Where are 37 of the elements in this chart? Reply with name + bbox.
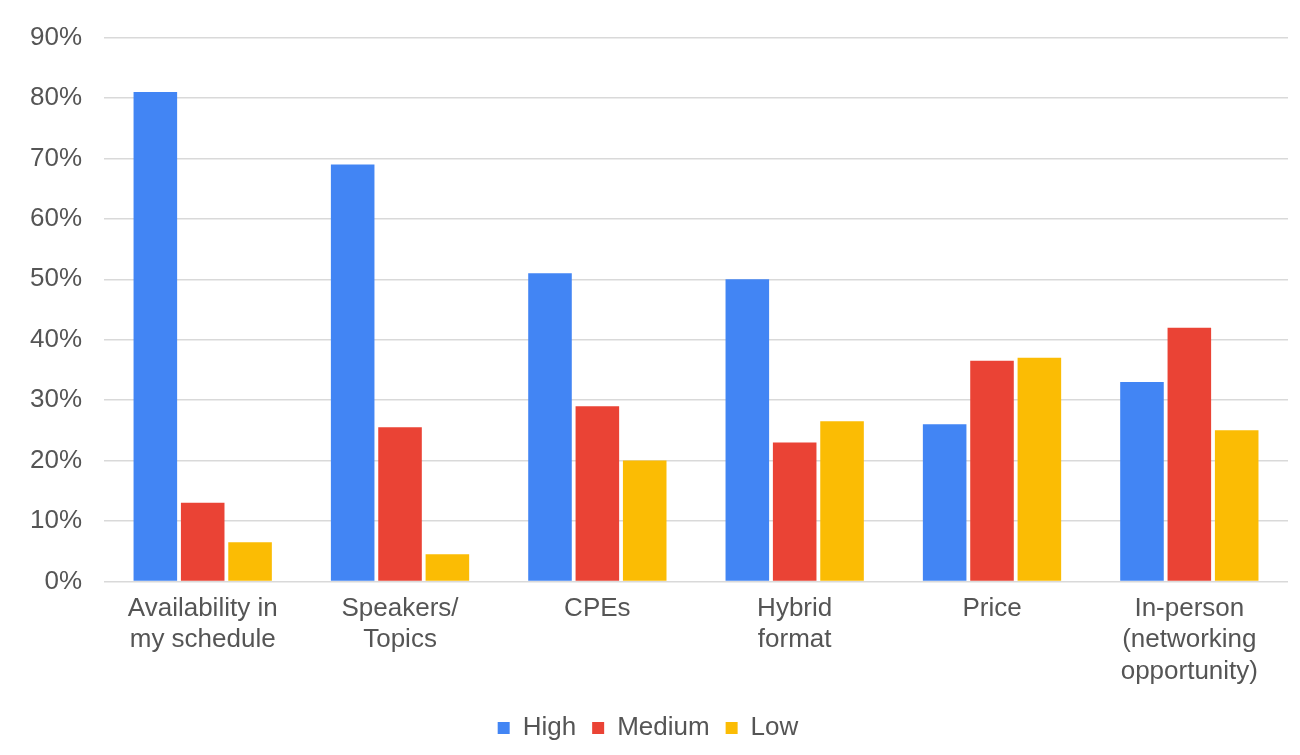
y-tick-label: 10% xyxy=(29,504,83,535)
bar xyxy=(425,554,470,581)
legend-label: Medium xyxy=(617,711,710,742)
legend-label: High xyxy=(522,711,577,742)
bar xyxy=(820,421,864,581)
y-tick-label: 0% xyxy=(44,564,83,595)
x-tick-label: Availability in my schedule xyxy=(127,592,278,654)
bar xyxy=(528,273,572,581)
bar xyxy=(575,406,620,581)
y-tick-label: 20% xyxy=(29,443,83,474)
y-tick-label: 30% xyxy=(29,383,83,414)
legend-label: Low xyxy=(750,711,799,742)
bar xyxy=(1214,430,1259,581)
x-tick-label: In-person (networking opportunity) xyxy=(1120,592,1258,685)
bar xyxy=(1167,327,1212,581)
bar xyxy=(922,424,967,581)
bar xyxy=(228,542,272,581)
bar xyxy=(1017,357,1062,581)
bar xyxy=(180,502,225,581)
y-tick-label: 80% xyxy=(29,81,83,112)
bar xyxy=(970,360,1014,581)
x-tick-label: Hybrid format xyxy=(757,592,833,654)
y-tick-label: 90% xyxy=(29,20,83,51)
y-tick-label: 40% xyxy=(29,322,83,353)
y-tick-label: 60% xyxy=(29,202,83,233)
bar xyxy=(622,460,667,581)
bar xyxy=(1120,382,1164,581)
bar xyxy=(378,427,422,581)
bar xyxy=(330,164,375,581)
x-tick-label: Speakers/ Topics xyxy=(341,592,460,654)
x-tick-label: CPEs xyxy=(564,592,631,623)
y-tick-label: 50% xyxy=(29,262,83,293)
bar xyxy=(133,91,178,581)
bar xyxy=(772,442,817,581)
y-tick-label: 70% xyxy=(29,141,83,172)
x-tick-label: Price xyxy=(962,592,1022,623)
bar xyxy=(725,279,770,581)
